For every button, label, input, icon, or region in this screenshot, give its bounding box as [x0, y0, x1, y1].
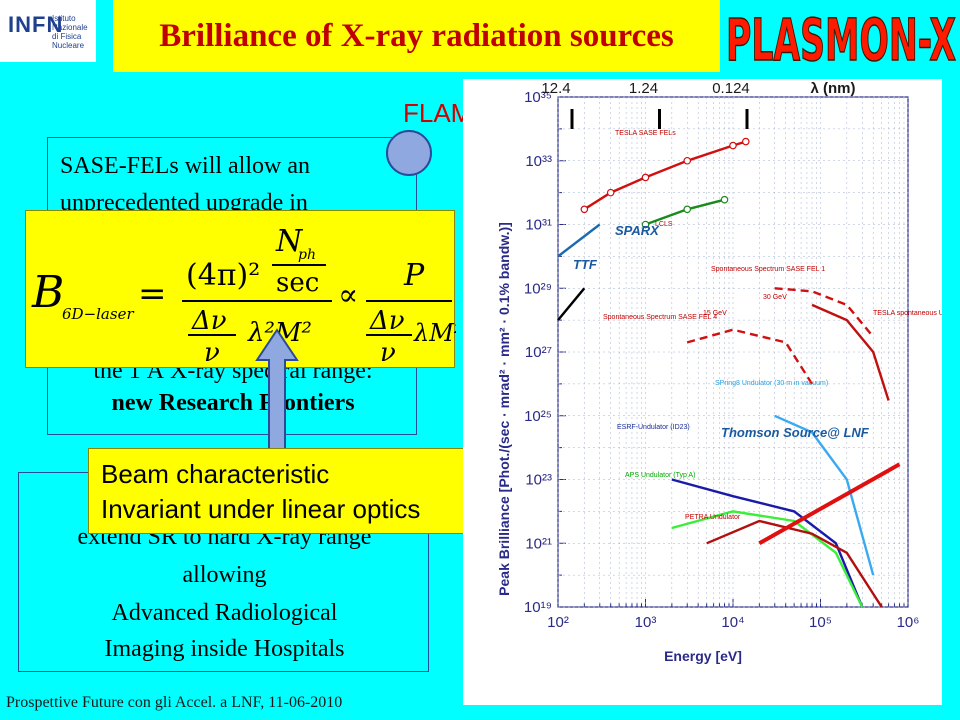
x-axis-title: Energy [eV]	[664, 648, 742, 664]
x-tick-label: 10³	[635, 614, 657, 631]
series-line	[811, 303, 890, 401]
lcls-label: LCLS	[655, 221, 673, 228]
series-line	[774, 414, 875, 576]
y-tick-label: 10²³	[525, 472, 552, 489]
series-line	[758, 462, 901, 546]
series-line	[671, 510, 864, 608]
x-tick-label: 10⁵	[809, 614, 832, 631]
ttf-label: TTF	[573, 257, 598, 272]
series-line	[706, 519, 883, 608]
y-tick-label: 10²⁵	[524, 408, 552, 425]
series-point	[720, 195, 729, 204]
top-axis-tick-label: 1.24	[629, 80, 658, 97]
formula-nu: ν	[204, 338, 220, 368]
esrf-label: ESRF-Undulator (ID23)	[617, 424, 690, 431]
page-title: Brilliance of X-ray radiation sources	[159, 17, 674, 54]
brilliance-formula: B 6D−laser = (4π)² N ph sec Δν ν λ²M² ∝ …	[25, 210, 456, 368]
y-tick-label: 10²⁷	[525, 344, 552, 361]
y-tick-label: 10³⁵	[524, 89, 552, 106]
chart-ticks: 10² 10³ 10⁴ 10⁵ 10⁶ 10¹⁹ 10²¹ 10²³ 10²⁵ 10²⁷ 10²⁹ 1…	[524, 80, 920, 631]
formula-nu-2: ν	[380, 338, 396, 368]
formula-N: N	[275, 224, 304, 259]
series-point	[641, 220, 650, 229]
series-line	[671, 478, 864, 608]
tesla-und-label: TESLA spontaneous Undulator	[873, 310, 942, 317]
y-tick-label: 10¹⁹	[524, 599, 552, 616]
tesla-label: TESLA SASE FELs	[615, 130, 676, 137]
spont1-label: Spontaneous Spectrum SASE FEL 1	[711, 266, 825, 273]
spring8-label: SPring8 Undulator (30 m in vacuum)	[715, 380, 828, 387]
formula-dnu: Δν	[191, 306, 227, 336]
chart-series	[557, 137, 901, 608]
compton-line-5: Imaging inside Hospitals	[104, 636, 345, 662]
gev15-label: 15 GeV	[703, 310, 727, 317]
beam-characteristic-note: Beam characteristic Invariant under line…	[88, 448, 468, 534]
formula-N-sub: ph	[298, 247, 316, 263]
formula-svg: B 6D−laser = (4π)² N ph sec Δν ν λ²M² ∝ …	[31, 224, 456, 368]
top-axis-tick-label: 0.124	[712, 80, 750, 97]
series-point	[683, 156, 692, 165]
x-tick-label: 10⁴	[721, 614, 744, 631]
aps-label: APS Undulator (Typ A)	[625, 472, 695, 479]
flame-ellipse	[386, 130, 432, 176]
y-tick-label: 10³³	[525, 153, 552, 170]
formula-P: P	[403, 258, 425, 293]
formula-sec: sec	[276, 268, 319, 298]
series-point	[641, 173, 650, 182]
series-point	[741, 137, 750, 146]
research-frontiers-text: new Research Frontiers	[111, 390, 355, 416]
series-point	[606, 188, 615, 197]
thomson-label: Thomson Source@ LNF	[721, 425, 870, 440]
formula-dnu-2: Δν	[369, 306, 405, 336]
formula-equals: =	[138, 274, 167, 314]
chart-svg: 10² 10³ 10⁴ 10⁵ 10⁶ 10¹⁹ 10²¹ 10²³ 10²⁵ 10²⁷ 10²⁹ 1…	[496, 80, 942, 664]
formula-B: B	[31, 267, 64, 318]
gev30-label: 30 GeV	[763, 294, 787, 301]
x-tick-label: 10⁶	[897, 614, 920, 631]
footer-text: Prospettive Future con gli Accel. a LNF,…	[6, 694, 343, 711]
brand-text: PLASMON-X	[726, 6, 956, 74]
compton-line-4: Advanced Radiological	[111, 600, 338, 626]
formula-lm2: λM²	[413, 319, 456, 347]
y-tick-label: 10³¹	[525, 217, 552, 234]
infn-logo: INFN Istituto Nazionale di Fisica Nuclea…	[0, 0, 96, 62]
chart-grid	[557, 96, 909, 608]
y-tick-label: 10²¹	[525, 535, 552, 552]
logo-word: INFN	[8, 12, 64, 37]
series-line	[557, 287, 586, 321]
series-point	[580, 205, 589, 214]
petra-label: PETRA Undulator	[685, 514, 741, 521]
top-axis-title: λ (nm)	[811, 80, 856, 97]
series-point	[729, 141, 737, 150]
top-axis-tick-label: 12.4	[541, 80, 570, 97]
series-line	[774, 287, 875, 338]
series-line	[557, 223, 601, 258]
beam-line-1: Beam characteristic	[101, 459, 330, 489]
beam-line-2: Invariant under linear optics	[101, 494, 421, 524]
formula-propto: ∝	[338, 278, 358, 313]
series-point	[683, 205, 692, 214]
logo-subtitle: Istituto Nazionale di Fisica Nucleare	[52, 14, 88, 50]
y-tick-label: 10²⁹	[524, 280, 552, 297]
y-axis-title: Peak Brilliance [Phot./(sec · mrad² · mm…	[496, 222, 512, 596]
title-banner: Brilliance of X-ray radiation sources	[113, 0, 720, 72]
brilliance-chart: 10² 10³ 10⁴ 10⁵ 10⁶ 10¹⁹ 10²¹ 10²³ 10²⁵ 10²⁷ 10²⁹ 1…	[463, 79, 942, 705]
sparx-label: SPARX	[615, 223, 660, 238]
formula-subscript: 6D−laser	[62, 305, 134, 323]
series-line	[686, 328, 814, 385]
formula-const: (4π)²	[186, 258, 260, 293]
plasmon-x-logo: PLASMON-X	[725, 5, 957, 74]
compton-line-3: allowing	[182, 562, 267, 588]
spont4-label: Spontaneous Spectrum SASE FEL 4	[603, 314, 717, 321]
up-arrow-icon	[255, 328, 299, 462]
x-tick-label: 10²	[547, 614, 569, 631]
